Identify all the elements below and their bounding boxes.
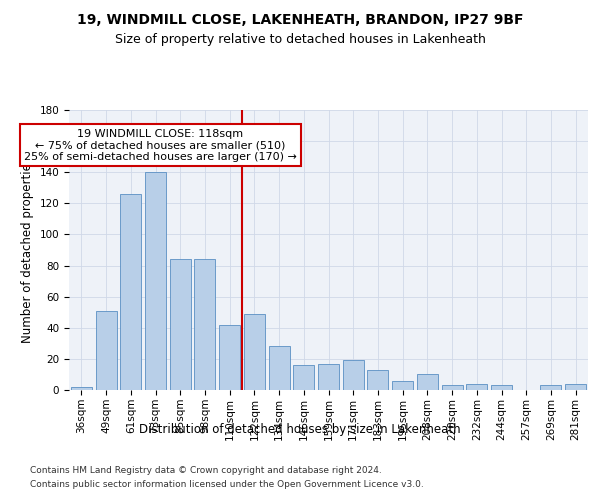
Bar <box>71 387 92 390</box>
Bar <box>367 370 388 390</box>
Bar <box>120 194 141 390</box>
Bar <box>417 374 438 390</box>
Bar <box>293 365 314 390</box>
Bar <box>343 360 364 390</box>
Bar <box>244 314 265 390</box>
Text: Size of property relative to detached houses in Lakenheath: Size of property relative to detached ho… <box>115 32 485 46</box>
Bar <box>392 380 413 390</box>
Bar <box>442 386 463 390</box>
Bar <box>318 364 339 390</box>
Bar <box>269 346 290 390</box>
Bar <box>219 324 240 390</box>
Bar <box>145 172 166 390</box>
Text: Contains HM Land Registry data © Crown copyright and database right 2024.: Contains HM Land Registry data © Crown c… <box>30 466 382 475</box>
Y-axis label: Number of detached properties: Number of detached properties <box>21 157 34 343</box>
Text: Contains public sector information licensed under the Open Government Licence v3: Contains public sector information licen… <box>30 480 424 489</box>
Text: Distribution of detached houses by size in Lakenheath: Distribution of detached houses by size … <box>139 422 461 436</box>
Bar <box>466 384 487 390</box>
Bar <box>491 386 512 390</box>
Bar <box>541 386 562 390</box>
Bar <box>170 260 191 390</box>
Bar <box>95 310 116 390</box>
Text: 19 WINDMILL CLOSE: 118sqm
← 75% of detached houses are smaller (510)
25% of semi: 19 WINDMILL CLOSE: 118sqm ← 75% of detac… <box>24 128 297 162</box>
Text: 19, WINDMILL CLOSE, LAKENHEATH, BRANDON, IP27 9BF: 19, WINDMILL CLOSE, LAKENHEATH, BRANDON,… <box>77 12 523 26</box>
Bar <box>565 384 586 390</box>
Bar <box>194 260 215 390</box>
